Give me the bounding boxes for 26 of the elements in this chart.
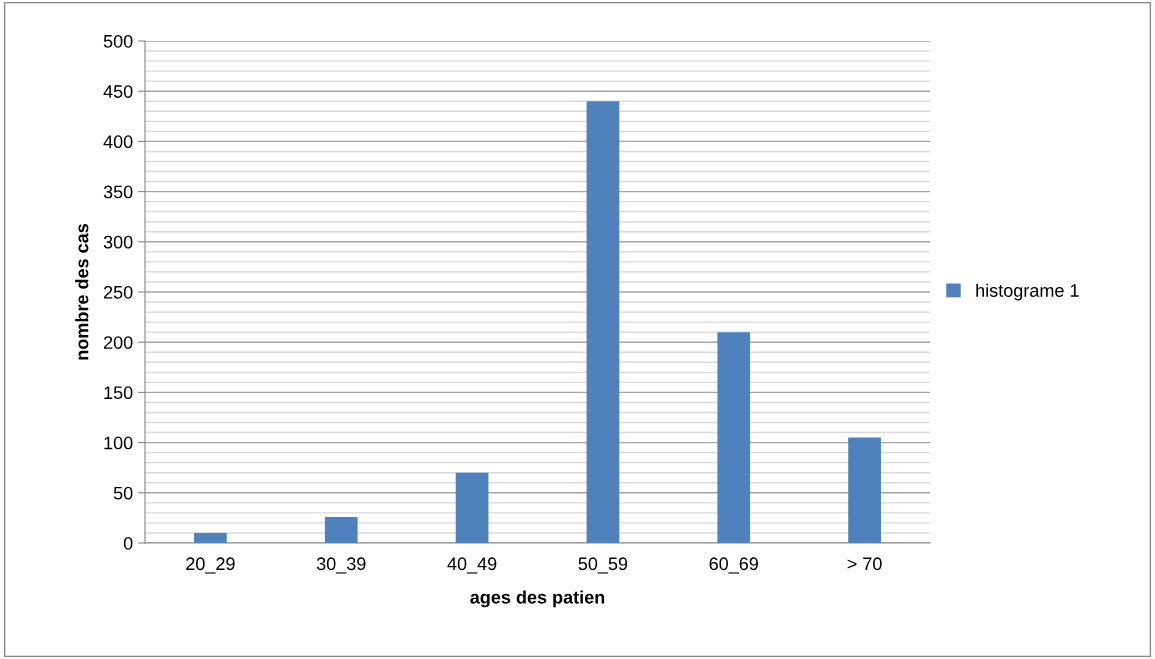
x-tick-label: 40_49 <box>447 557 497 574</box>
y-tick-label: 250 <box>103 285 133 299</box>
bar <box>717 332 751 543</box>
legend-label: histograme 1 <box>976 283 1079 301</box>
bar <box>586 101 620 543</box>
y-axis-title: nombre des cas <box>75 224 89 360</box>
bar <box>848 437 881 543</box>
y-tick-label: 100 <box>104 436 133 450</box>
x-tick-label: 30_39 <box>316 557 366 574</box>
x-tick-label: > 70 <box>847 557 882 571</box>
y-tick-label: 350 <box>103 185 133 199</box>
x-tick-label: 50_59 <box>578 557 628 574</box>
y-tick-label: 400 <box>103 135 133 149</box>
y-tick-label: 300 <box>103 235 133 249</box>
bar <box>324 516 358 543</box>
bar <box>194 532 227 543</box>
y-tick-label: 500 <box>103 34 133 48</box>
y-tick-label: 50 <box>113 486 133 500</box>
y-tick-label: 450 <box>103 85 133 98</box>
y-tick-label: 200 <box>103 336 133 349</box>
x-tick-label: 60_69 <box>709 557 758 574</box>
y-tick-label: 150 <box>104 386 133 400</box>
y-tick-label: 0 <box>123 536 133 550</box>
x-axis-title: ages des patien <box>470 590 605 608</box>
x-tick-label: 20_29 <box>186 557 235 574</box>
bar <box>455 472 489 543</box>
